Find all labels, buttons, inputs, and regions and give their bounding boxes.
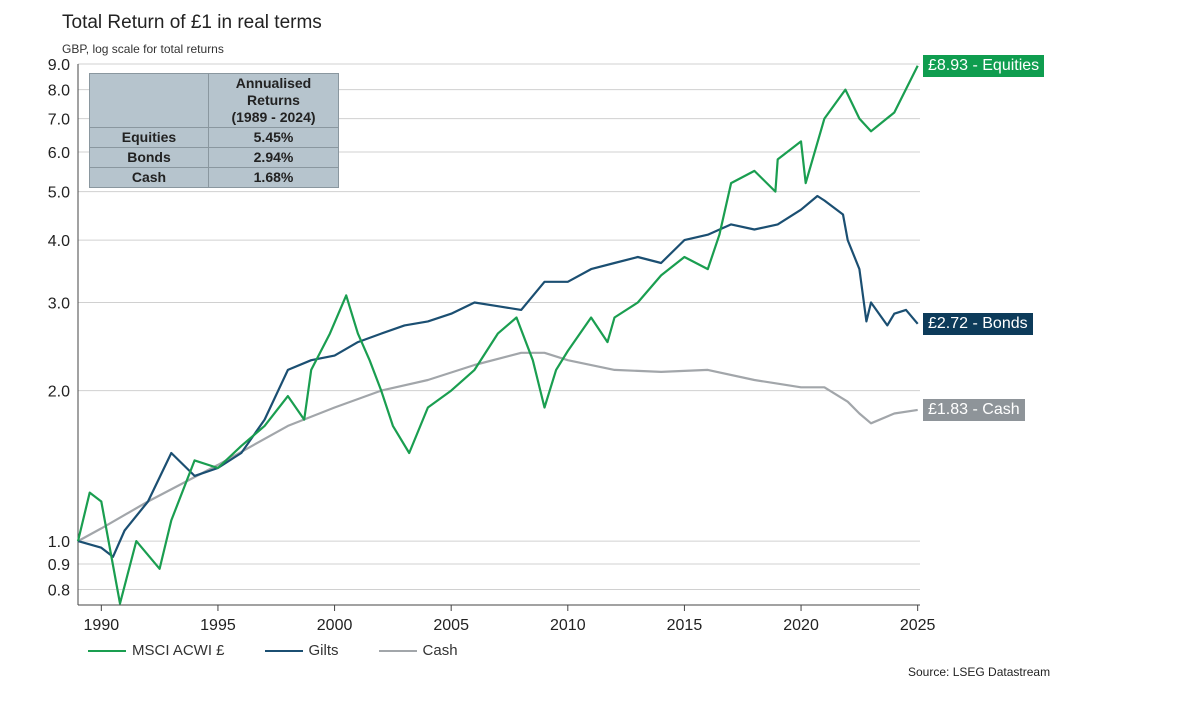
series-line-cash <box>77 351 918 543</box>
y-tick-label: 4.0 <box>48 233 70 250</box>
y-tick-label: 3.0 <box>48 296 70 313</box>
chart-subtitle: GBP, log scale for total returns <box>62 42 224 56</box>
table-row: Cash 1.68% <box>89 167 339 188</box>
legend-swatch <box>88 650 126 653</box>
series-line-equities <box>76 65 919 605</box>
row-label: Equities <box>89 127 209 148</box>
legend-label: MSCI ACWI £ <box>132 642 225 659</box>
legend-item-gilts: Gilts <box>264 642 339 659</box>
x-tick-label: 2015 <box>667 617 703 634</box>
y-tick-label: 7.0 <box>48 112 70 129</box>
y-tick-label: 5.0 <box>48 185 70 202</box>
legend-label: Cash <box>422 642 458 659</box>
x-tick-label: 2005 <box>433 617 469 634</box>
y-tick-label: 6.0 <box>48 145 70 162</box>
x-tick-label: 1990 <box>84 617 120 634</box>
legend-item-equities: MSCI ACWI £ <box>88 642 225 659</box>
legend-item-cash: Cash <box>378 642 458 659</box>
x-tick-label: 2000 <box>317 617 353 634</box>
table-header-cell: Annualised Returns (1989 - 2024) <box>208 73 339 128</box>
legend: MSCI ACWI £ Gilts Cash <box>88 642 458 659</box>
y-tick-label: 9.0 <box>48 57 70 74</box>
table-row: Bonds 2.94% <box>89 147 339 168</box>
row-label: Bonds <box>89 147 209 168</box>
legend-label: Gilts <box>308 642 339 659</box>
source-note: Source: LSEG Datastream <box>908 665 1051 679</box>
legend-swatch <box>264 650 303 653</box>
table-header-row: Annualised Returns (1989 - 2024) <box>89 73 339 128</box>
legend-swatch <box>378 650 417 653</box>
end-label-equities: £8.93 - Equities <box>923 54 1045 77</box>
row-value: 1.68% <box>208 167 339 188</box>
table-row: Equities 5.45% <box>89 127 339 148</box>
end-label-gilts: £2.72 - Bonds <box>923 312 1033 335</box>
header-line: (1989 - 2024) <box>231 109 316 125</box>
y-tick-label: 1.0 <box>48 534 70 551</box>
y-tick-label: 2.0 <box>48 384 70 401</box>
row-label: Cash <box>89 167 209 188</box>
row-value: 2.94% <box>208 147 339 168</box>
table-header-empty <box>89 73 209 128</box>
x-tick-label: 2020 <box>783 617 819 634</box>
header-line: Returns <box>247 92 300 108</box>
header-line: Annualised <box>235 75 312 91</box>
x-tick-label: 1995 <box>200 617 236 634</box>
returns-table: Annualised Returns (1989 - 2024) Equitie… <box>89 73 339 188</box>
series-line-gilts <box>77 194 919 558</box>
x-tick-label: 2025 <box>900 617 936 634</box>
y-tick-label: 0.8 <box>48 583 70 600</box>
y-tick-label: 0.9 <box>48 557 70 574</box>
row-value: 5.45% <box>208 127 339 148</box>
y-tick-label: 8.0 <box>48 83 70 100</box>
x-tick-label: 2010 <box>550 617 586 634</box>
end-label-cash: £1.83 - Cash <box>923 398 1025 421</box>
chart-title: Total Return of £1 in real terms <box>62 12 322 33</box>
